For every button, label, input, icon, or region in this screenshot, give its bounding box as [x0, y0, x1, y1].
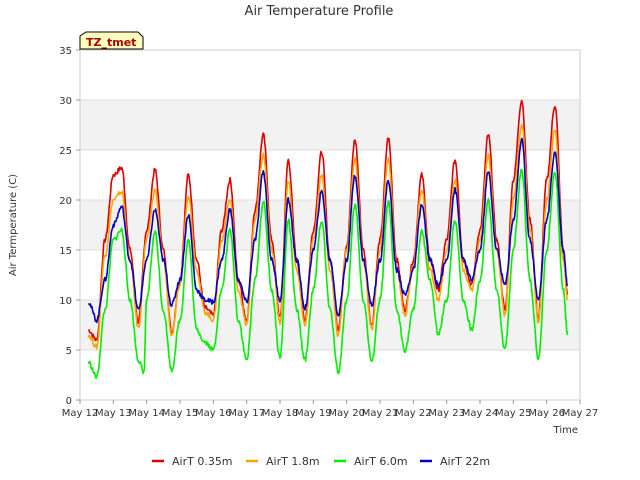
- x-tick-label: May 14: [128, 408, 165, 419]
- x-tick-label: May 12: [62, 408, 99, 419]
- tz-badge-box: [79, 31, 144, 50]
- legend-label: AirT 0.35m: [172, 455, 233, 468]
- plot-area-frame: [79, 49, 581, 401]
- legend-label: AirT 22m: [440, 455, 490, 468]
- series-line-airt-22m: [87, 137, 569, 324]
- chart-title: Air Temperature Profile: [245, 4, 394, 19]
- band-3: [80, 200, 580, 250]
- series-line-airt-6-0m: [87, 168, 569, 380]
- x-tick-label: May 19: [295, 408, 332, 419]
- y-tick-label: 10: [59, 296, 72, 307]
- band-5: [80, 100, 580, 150]
- legend-label: AirT 1.8m: [266, 455, 320, 468]
- y-tick-label: 5: [66, 346, 72, 357]
- x-tick-label: May 21: [362, 408, 399, 419]
- x-tick-label: May 17: [228, 408, 265, 419]
- tz-badge: TZ_tmet: [79, 31, 144, 50]
- x-tick-label: May 23: [428, 408, 465, 419]
- y-tick-label: 0: [66, 396, 72, 407]
- legend-label: AirT 6.0m: [354, 455, 408, 468]
- y-tick-label: 15: [59, 246, 72, 257]
- x-tick-label: May 22: [395, 408, 432, 419]
- y-tick-label: 25: [59, 146, 72, 157]
- y-axis-ticks: 0 5 10 15 20 25 30 35: [59, 46, 80, 407]
- x-tick-label: May 27: [562, 408, 599, 419]
- x-tick-label: May 15: [162, 408, 199, 419]
- x-tick-label: May 20: [328, 408, 365, 419]
- x-tick-label: May 13: [95, 408, 132, 419]
- y-axis-label: Air Termperature (C): [8, 174, 19, 276]
- x-axis-label: Time: [553, 425, 578, 436]
- series-lines: [87, 99, 569, 380]
- tz-badge-text: TZ_tmet: [86, 36, 136, 49]
- y-tick-label: 35: [59, 46, 72, 57]
- series-line-airt-1-8m: [87, 124, 568, 350]
- x-tick-label: May 25: [495, 408, 532, 419]
- x-tick-label: May 24: [462, 408, 499, 419]
- y-tick-label: 30: [59, 96, 72, 107]
- x-tick-label: May 18: [262, 408, 299, 419]
- y-tick-label: 20: [59, 196, 72, 207]
- x-tick-label: May 16: [195, 408, 232, 419]
- legend: AirT 0.35m AirT 1.8m AirT 6.0m AirT 22m: [152, 455, 490, 468]
- x-tick-label: May 26: [528, 408, 565, 419]
